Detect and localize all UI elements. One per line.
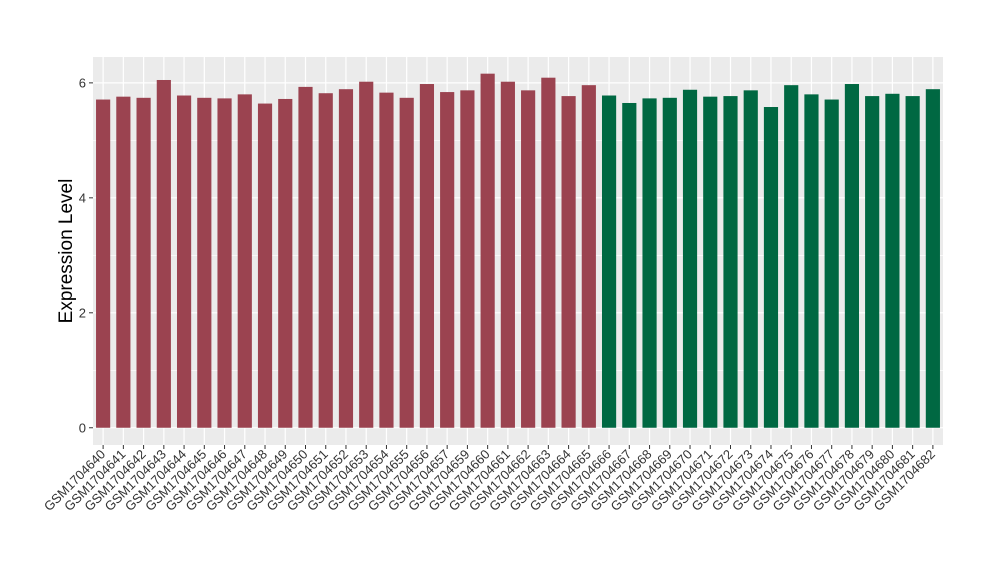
bar-GSM1704653 — [359, 81, 374, 428]
bar-GSM1704674 — [763, 107, 779, 428]
bar-GSM1704645 — [197, 97, 212, 428]
bar-GSM1704667 — [622, 102, 637, 428]
bar-GSM1704665 — [581, 85, 596, 428]
bar-GSM1704643 — [156, 79, 171, 428]
bar-GSM1704652 — [338, 89, 354, 428]
bar-GSM1704666 — [601, 95, 617, 428]
bar-GSM1704642 — [136, 97, 151, 428]
bar-GSM1704663 — [541, 77, 556, 428]
y-axis-title: Expression Level — [56, 179, 77, 324]
bar-GSM1704669 — [662, 97, 677, 428]
bar-GSM1704670 — [682, 89, 698, 428]
bar-GSM1704681 — [905, 96, 920, 428]
bar-GSM1704679 — [865, 96, 880, 428]
bar-GSM1704651 — [318, 93, 333, 428]
bar-GSM1704657 — [440, 92, 455, 428]
bar-GSM1704675 — [784, 85, 799, 428]
bar-GSM1704659 — [460, 90, 475, 428]
bar-GSM1704650 — [298, 86, 313, 428]
y-tick-label: 6 — [79, 75, 86, 90]
bar-GSM1704664 — [561, 96, 576, 428]
bar-GSM1704668 — [642, 98, 657, 428]
bar-GSM1704646 — [217, 98, 232, 428]
bar-GSM1704672 — [723, 96, 738, 428]
bar-GSM1704678 — [844, 84, 860, 428]
y-tick-label: 4 — [79, 190, 86, 205]
bar-GSM1704673 — [743, 90, 758, 428]
bar-GSM1704656 — [419, 84, 435, 428]
x-axis: GSM1704640GSM1704641GSM1704642GSM1704643… — [41, 445, 938, 514]
plot-panel — [93, 57, 943, 445]
bar-GSM1704647 — [237, 94, 252, 428]
bars — [96, 73, 940, 428]
bar-GSM1704680 — [885, 93, 900, 428]
bar-GSM1704644 — [176, 95, 192, 428]
y-tick-label: 2 — [79, 305, 86, 320]
bar-GSM1704660 — [480, 73, 495, 428]
bar-GSM1704655 — [399, 97, 414, 428]
y-tick-label: 0 — [79, 420, 86, 435]
bar-GSM1704676 — [804, 94, 819, 428]
bar-GSM1704661 — [500, 81, 515, 428]
bar-GSM1704648 — [257, 103, 273, 428]
bar-GSM1704649 — [278, 98, 293, 428]
bar-GSM1704677 — [824, 99, 839, 428]
y-axis: 0 2 4 6 — [79, 75, 93, 435]
bar-GSM1704641 — [116, 96, 131, 428]
bar-GSM1704682 — [925, 89, 940, 428]
bar-GSM1704671 — [703, 96, 718, 428]
bar-GSM1704640 — [96, 99, 111, 428]
bar-GSM1704662 — [521, 90, 536, 428]
bar-GSM1704654 — [379, 92, 394, 428]
